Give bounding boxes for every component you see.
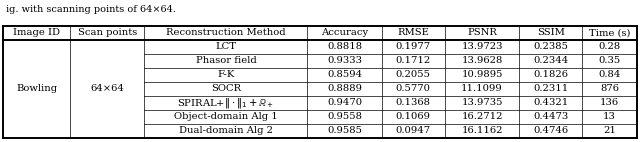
Text: 13.9723: 13.9723 bbox=[461, 42, 503, 51]
Text: ig. with scanning points of 64×64.: ig. with scanning points of 64×64. bbox=[6, 5, 177, 14]
Text: 13.9628: 13.9628 bbox=[461, 56, 502, 65]
Text: 0.84: 0.84 bbox=[598, 70, 621, 79]
Text: 0.28: 0.28 bbox=[598, 42, 621, 51]
Text: 16.1162: 16.1162 bbox=[461, 126, 503, 135]
Text: 0.8889: 0.8889 bbox=[327, 84, 362, 93]
Text: 0.2311: 0.2311 bbox=[533, 84, 568, 93]
Text: Image ID: Image ID bbox=[13, 28, 60, 37]
Text: Phasor field: Phasor field bbox=[196, 56, 256, 65]
Text: 16.2712: 16.2712 bbox=[461, 112, 503, 121]
Text: 0.9333: 0.9333 bbox=[327, 56, 362, 65]
Text: 0.1069: 0.1069 bbox=[396, 112, 431, 121]
Text: SSIM: SSIM bbox=[537, 28, 564, 37]
Text: F-K: F-K bbox=[217, 70, 235, 79]
Text: Bowling: Bowling bbox=[16, 84, 57, 93]
Text: Dual-domain Alg 2: Dual-domain Alg 2 bbox=[179, 126, 273, 135]
Text: 0.1368: 0.1368 bbox=[396, 98, 431, 107]
Text: PSNR: PSNR bbox=[467, 28, 497, 37]
Text: SOCR: SOCR bbox=[211, 84, 241, 93]
Text: 10.9895: 10.9895 bbox=[461, 70, 503, 79]
Text: 0.4321: 0.4321 bbox=[533, 98, 568, 107]
Text: 876: 876 bbox=[600, 84, 619, 93]
Text: 64×64: 64×64 bbox=[90, 84, 124, 93]
Text: 0.1826: 0.1826 bbox=[533, 70, 568, 79]
Text: 0.8594: 0.8594 bbox=[327, 70, 362, 79]
Text: Accuracy: Accuracy bbox=[321, 28, 368, 37]
Text: 0.1712: 0.1712 bbox=[396, 56, 431, 65]
Text: 21: 21 bbox=[603, 126, 616, 135]
Text: 0.0947: 0.0947 bbox=[396, 126, 431, 135]
Text: 0.9470: 0.9470 bbox=[327, 98, 362, 107]
Text: 13.9735: 13.9735 bbox=[461, 98, 503, 107]
Text: 13: 13 bbox=[603, 112, 616, 121]
Text: 0.4746: 0.4746 bbox=[533, 126, 568, 135]
Text: 136: 136 bbox=[600, 98, 619, 107]
Text: LCT: LCT bbox=[216, 42, 236, 51]
Text: 0.2055: 0.2055 bbox=[396, 70, 431, 79]
Text: 0.5770: 0.5770 bbox=[396, 84, 431, 93]
Text: 0.9585: 0.9585 bbox=[327, 126, 362, 135]
Text: 0.2344: 0.2344 bbox=[533, 56, 568, 65]
Text: RMSE: RMSE bbox=[397, 28, 429, 37]
Text: 0.9558: 0.9558 bbox=[327, 112, 362, 121]
Text: 0.8818: 0.8818 bbox=[327, 42, 362, 51]
Text: Object-domain Alg 1: Object-domain Alg 1 bbox=[174, 112, 278, 121]
Text: 0.4473: 0.4473 bbox=[533, 112, 568, 121]
Text: Time (s): Time (s) bbox=[589, 28, 630, 37]
Text: 11.1099: 11.1099 bbox=[461, 84, 503, 93]
Text: Reconstruction Method: Reconstruction Method bbox=[166, 28, 285, 37]
Text: 0.2385: 0.2385 bbox=[533, 42, 568, 51]
Text: Scan points: Scan points bbox=[77, 28, 137, 37]
Text: 0.1977: 0.1977 bbox=[396, 42, 431, 51]
Text: SPIRAL+$\|\cdot\|_1 + \mathbb{R}_+$: SPIRAL+$\|\cdot\|_1 + \mathbb{R}_+$ bbox=[177, 96, 275, 110]
Text: 0.35: 0.35 bbox=[598, 56, 621, 65]
